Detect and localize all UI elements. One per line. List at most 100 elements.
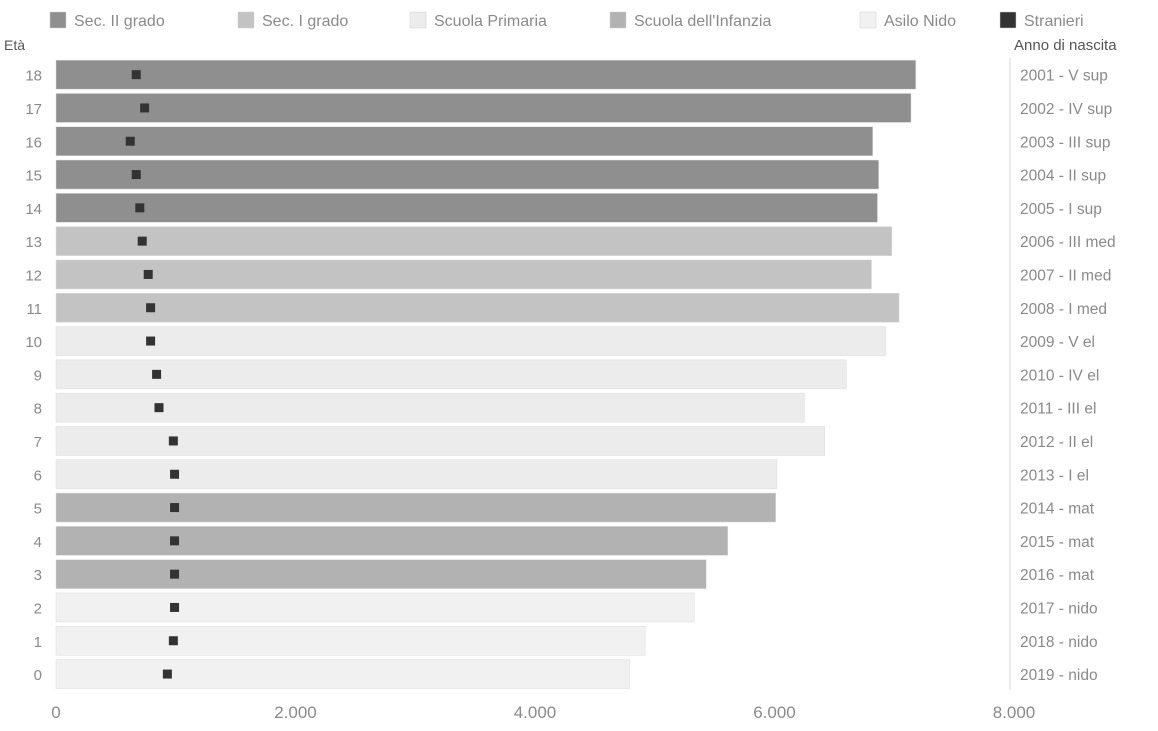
right-tick-label: 2004 - II sup: [1020, 168, 1106, 185]
y-tick-label: 6: [34, 467, 42, 484]
x-tick-label: 6.000: [753, 703, 796, 722]
right-tick-label: 2016 - mat: [1020, 567, 1095, 584]
legend-swatch: [49, 11, 67, 29]
bar: [55, 159, 879, 190]
right-tick-label: 2002 - IV sup: [1020, 101, 1112, 118]
bar: [55, 59, 917, 90]
right-tick-label: 2019 - nido: [1020, 667, 1098, 684]
bar: [55, 492, 776, 523]
stranieri-marker: [170, 469, 180, 479]
stranieri-marker: [168, 436, 178, 446]
x-tick-label: 8.000: [993, 703, 1036, 722]
right-tick-label: 2013 - I el: [1020, 467, 1089, 484]
y-tick-label: 7: [34, 434, 42, 451]
right-tick-label: 2014 - mat: [1020, 501, 1095, 518]
legend: Sec. II grado Sec. I grado Scuola Primaria…: [49, 11, 1084, 30]
y-tick-label: 11: [26, 301, 42, 318]
legend-swatch: [409, 11, 427, 29]
y-tick-label: 3: [34, 567, 42, 584]
stranieri-marker: [170, 569, 180, 579]
bar: [55, 426, 826, 456]
legend-label: Scuola Primaria: [434, 13, 547, 30]
stranieri-marker: [125, 136, 135, 146]
stranieri-marker: [170, 602, 180, 612]
legend-label: Scuola dell'Infanzia: [634, 13, 771, 30]
right-axis-label: Anno di nascita: [1014, 37, 1117, 54]
stranieri-marker: [135, 203, 145, 213]
stranieri-marker: [131, 70, 141, 80]
stranieri-marker: [137, 236, 147, 246]
stranieri-marker: [143, 269, 153, 279]
x-tick-label: 0: [51, 703, 60, 722]
bars: [55, 59, 917, 689]
bar: [55, 193, 878, 223]
right-tick-labels: 2001 - V sup 2002 - IV sup 2003 - III sup 2…: [1020, 68, 1116, 684]
y-tick-label: 10: [25, 334, 42, 351]
stranieri-marker: [140, 103, 150, 113]
legend-swatch: [859, 11, 877, 29]
bar: [55, 293, 900, 323]
bar: [55, 93, 912, 123]
bar: [55, 659, 630, 689]
stranieri-marker: [131, 170, 141, 180]
stranieri-marker: [170, 536, 180, 546]
x-tick-labels: 0 2.000 4.000 6.000 8.000: [51, 703, 1035, 722]
right-tick-label: 2007 - II med: [1020, 267, 1111, 284]
right-tick-label: 2009 - V el: [1020, 334, 1095, 351]
bar: [55, 626, 646, 656]
right-tick-label: 2008 - I med: [1020, 301, 1107, 318]
x-tick-label: 2.000: [274, 703, 317, 722]
y-tick-label: 14: [25, 201, 42, 218]
y-tick-label: 12: [25, 267, 42, 284]
bar: [55, 126, 873, 156]
bar: [55, 392, 805, 423]
stranieri-marker: [168, 636, 178, 646]
bar: [55, 226, 893, 256]
right-tick-label: 2015 - mat: [1020, 534, 1095, 551]
bar: [55, 359, 847, 390]
y-tick-label: 18: [25, 68, 42, 85]
stranieri-markers: [125, 70, 180, 679]
bar: [55, 526, 729, 556]
legend-label: Stranieri: [1024, 13, 1084, 30]
y-axis-label: Età: [4, 37, 25, 53]
stranieri-marker: [162, 669, 172, 679]
legend-swatch: [237, 11, 255, 29]
legend-label: Sec. II grado: [74, 13, 165, 30]
stranieri-marker: [146, 336, 156, 346]
legend-label: Asilo Nido: [884, 13, 956, 30]
y-tick-label: 4: [34, 534, 42, 551]
legend-swatch: [999, 11, 1017, 29]
bar: [55, 592, 695, 623]
stranieri-marker: [152, 369, 162, 379]
right-tick-label: 2018 - nido: [1020, 634, 1098, 651]
stranieri-marker: [146, 303, 156, 313]
y-tick-label: 13: [25, 234, 42, 251]
bar: [55, 259, 872, 290]
right-tick-label: 2001 - V sup: [1020, 68, 1108, 85]
y-tick-label: 2: [34, 600, 42, 617]
bar: [55, 459, 778, 489]
right-tick-label: 2006 - III med: [1020, 234, 1116, 251]
bar: [55, 559, 707, 589]
y-tick-label: 1: [34, 634, 42, 651]
y-tick-label: 17: [25, 101, 42, 118]
y-tick-label: 15: [25, 168, 42, 185]
bar: [55, 326, 887, 356]
y-tick-label: 9: [34, 367, 42, 384]
stranieri-marker: [170, 503, 180, 513]
right-tick-label: 2017 - nido: [1020, 600, 1098, 617]
y-tick-label: 0: [34, 667, 42, 684]
right-tick-label: 2003 - III sup: [1020, 134, 1110, 151]
right-tick-label: 2012 - II el: [1020, 434, 1093, 451]
y-tick-label: 8: [34, 401, 42, 418]
right-tick-label: 2011 - III el: [1020, 401, 1096, 418]
y-tick-label: 5: [34, 501, 42, 518]
stranieri-marker: [154, 403, 164, 413]
right-tick-label: 2005 - I sup: [1020, 201, 1102, 218]
legend-swatch: [609, 11, 627, 29]
legend-label: Sec. I grado: [262, 13, 348, 30]
